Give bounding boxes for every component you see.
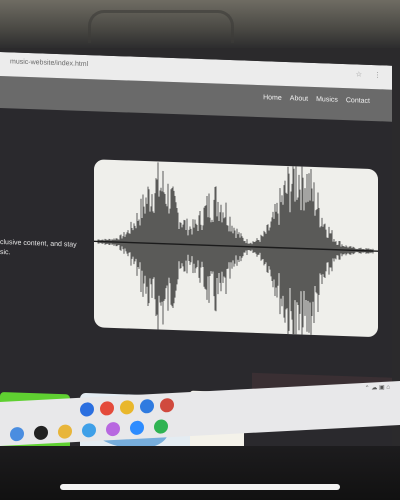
monitor-screen: music-website/index.html ☆ ⋮ Home About …: [0, 52, 392, 478]
copilot-icon[interactable]: [10, 426, 24, 442]
audio-waveform: [94, 159, 378, 338]
lamp-shape: [88, 10, 234, 43]
files-icon[interactable]: [58, 424, 72, 439]
store-icon[interactable]: [82, 422, 96, 438]
vscode-icon[interactable]: [140, 398, 154, 414]
app-icon[interactable]: [80, 402, 94, 417]
nav-home[interactable]: Home: [263, 94, 282, 102]
zoom-icon[interactable]: [130, 420, 144, 436]
chrome-icon[interactable]: [160, 397, 174, 413]
chrome-icon[interactable]: [100, 401, 114, 416]
app-icon[interactable]: [106, 421, 120, 437]
taskbar-pinned: [10, 419, 168, 442]
system-tray[interactable]: ⌃ ☁ ▣ ⌂: [364, 384, 390, 392]
dell-icon[interactable]: [34, 425, 48, 441]
keyboard-area: [0, 446, 400, 500]
waveform-image: [94, 159, 378, 338]
nav-about[interactable]: About: [289, 95, 309, 103]
nav-musics[interactable]: Musics: [316, 96, 338, 104]
waveform-baseline: [94, 240, 378, 252]
home-indicator[interactable]: [60, 484, 340, 490]
hero-description: clusive content, and stay sic.: [0, 238, 100, 261]
room-background: [0, 0, 400, 48]
whatsapp-icon[interactable]: [154, 419, 168, 434]
nav-contact[interactable]: Contact: [345, 97, 370, 105]
browser-icons[interactable]: ☆ ⋮: [355, 71, 386, 80]
url-text[interactable]: music-website/index.html: [10, 58, 89, 69]
chrome-icon[interactable]: [120, 399, 134, 415]
main-nav: Home About Musics Contact: [263, 94, 370, 105]
taskbar-tray-icons: [80, 397, 174, 417]
hero-line-2: sic.: [0, 249, 11, 257]
